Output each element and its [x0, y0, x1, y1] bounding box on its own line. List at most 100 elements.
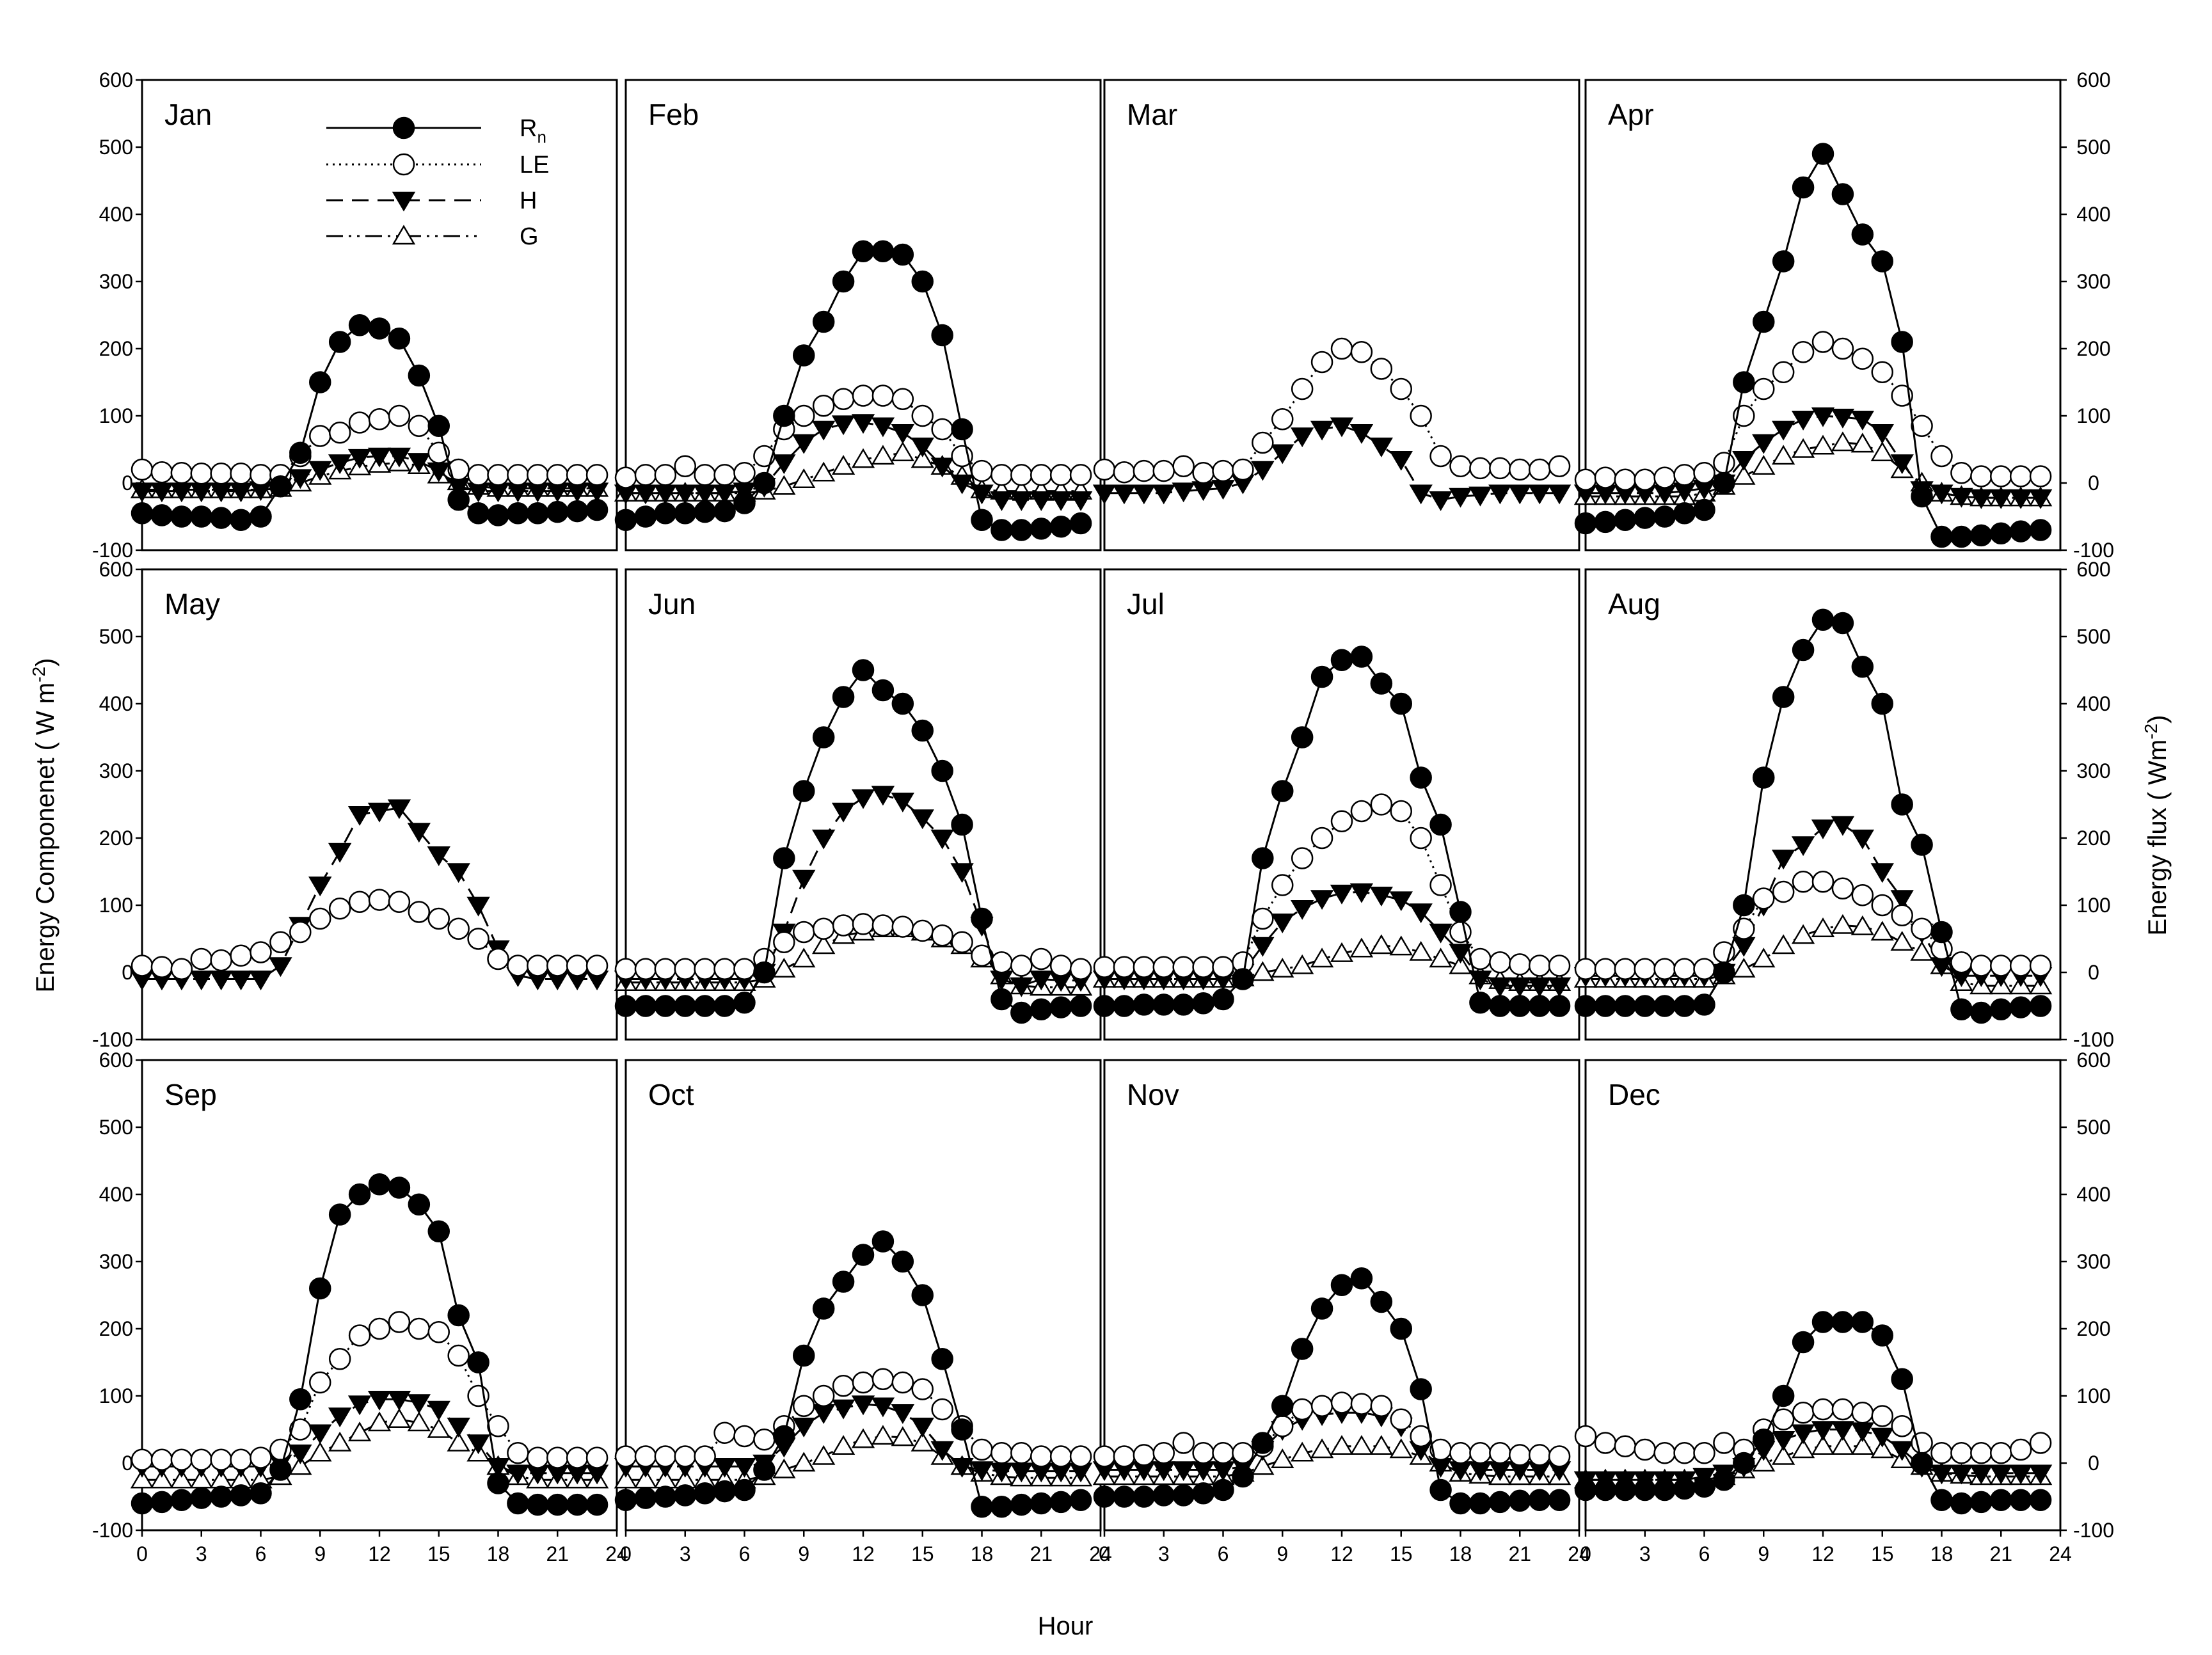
point-h: [1271, 444, 1294, 464]
point-le: [1811, 1398, 1834, 1421]
point-le: [2009, 465, 2032, 487]
point-rn: [991, 988, 1013, 1011]
point-rn: [1990, 1489, 2012, 1511]
point-g: [911, 448, 934, 468]
y-tick-label: 500: [2076, 136, 2110, 159]
point-le: [694, 464, 716, 486]
point-h: [407, 453, 431, 473]
point-le: [1811, 331, 1834, 353]
legend-item-rn: Rn: [326, 115, 546, 146]
point-le: [1673, 464, 1696, 486]
point-le: [1548, 1445, 1571, 1468]
point-g: [1890, 931, 1914, 951]
point-h: [950, 863, 974, 883]
point-le: [1212, 1442, 1234, 1464]
panel-oct: 0 3 6 9 12 15 18 21 24 Oct: [614, 1059, 1112, 1565]
point-le: [852, 913, 875, 935]
point-rn: [1891, 331, 1913, 353]
point-g: [1409, 940, 1433, 961]
series-le: [1574, 1398, 2052, 1464]
point-rn: [1232, 1465, 1254, 1488]
point-h: [1310, 420, 1334, 441]
point-le: [1310, 827, 1333, 850]
point-g: [328, 1431, 352, 1452]
y-tick-label: -100: [92, 1519, 133, 1542]
point-le: [674, 1445, 696, 1468]
point-rn: [1772, 1384, 1795, 1407]
point-le: [566, 954, 589, 977]
point-le: [1310, 351, 1333, 374]
x-tick-label: 15: [427, 1542, 450, 1565]
series-rn: [614, 659, 1092, 1024]
point-le: [2009, 954, 2032, 977]
point-h: [1349, 424, 1374, 444]
series-line-rn: [1104, 655, 1560, 1007]
point-rn: [1634, 995, 1656, 1017]
point-g: [150, 1468, 174, 1489]
point-g: [1850, 915, 1875, 935]
point-le: [793, 404, 815, 427]
point-le: [1133, 1444, 1156, 1466]
point-rn: [871, 679, 895, 702]
point-g: [347, 1421, 372, 1441]
point-rn: [427, 1220, 450, 1242]
point-le: [911, 404, 934, 427]
point-h: [347, 806, 372, 826]
y-tick-label: 300: [2076, 270, 2110, 293]
point-le: [1871, 894, 1893, 917]
point-h: [1069, 491, 1093, 511]
point-rn: [1192, 992, 1214, 1015]
point-le: [1330, 810, 1353, 832]
x-tick-label: 6: [1218, 1542, 1229, 1565]
point-le: [1212, 956, 1234, 978]
panel-jun: Jun: [614, 568, 1102, 1041]
point-h: [1831, 1421, 1855, 1441]
point-rn: [368, 1173, 391, 1196]
point-h: [387, 447, 411, 468]
point-le: [1594, 958, 1617, 980]
point-h: [249, 970, 273, 991]
series-le: [1093, 337, 1571, 484]
point-le: [971, 1438, 993, 1461]
point-h: [1527, 977, 1552, 997]
point-h: [387, 1391, 411, 1411]
point-rn: [269, 1459, 292, 1481]
x-tick-label: 12: [1811, 1542, 1834, 1565]
point-le: [368, 408, 391, 431]
point-le: [1772, 361, 1795, 383]
legend-marker: [392, 225, 416, 245]
point-rn: [1133, 1485, 1156, 1508]
point-h: [1811, 820, 1835, 839]
point-le: [408, 415, 431, 437]
point-rn: [1713, 1469, 1735, 1491]
point-rn: [951, 1418, 973, 1441]
y-tick-label: 0: [122, 961, 133, 984]
point-rn: [1693, 994, 1715, 1016]
point-le: [309, 1371, 331, 1394]
point-rn: [911, 1284, 934, 1306]
point-rn: [1930, 1489, 1953, 1511]
point-h: [308, 1424, 332, 1445]
point-rn: [951, 813, 973, 836]
point-le: [1010, 1442, 1033, 1464]
point-g: [1369, 934, 1394, 954]
point-rn: [408, 364, 431, 387]
y-tick-label: 200: [99, 1317, 133, 1340]
point-le: [230, 944, 252, 967]
panel-title: Feb: [648, 98, 699, 131]
point-rn: [1792, 1331, 1815, 1354]
point-rn: [793, 344, 815, 367]
point-h: [891, 793, 915, 812]
x-tick-label: 12: [1330, 1542, 1353, 1565]
point-g: [1771, 1445, 1795, 1465]
point-le: [190, 463, 212, 485]
y-tick-label: 200: [99, 827, 133, 850]
point-rn: [674, 502, 696, 525]
point-rn: [1489, 995, 1511, 1017]
point-h: [1112, 484, 1136, 505]
point-h: [1732, 937, 1756, 957]
point-le: [1093, 956, 1116, 978]
point-rn: [1950, 1492, 1973, 1515]
